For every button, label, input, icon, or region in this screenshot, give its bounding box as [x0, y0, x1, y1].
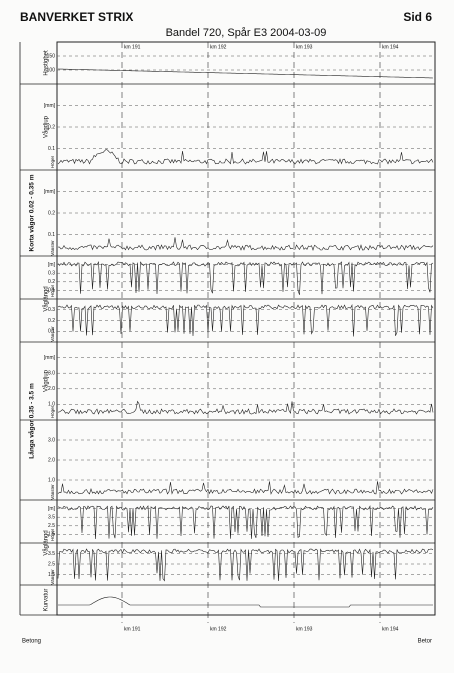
tick-label: 1.5 [48, 532, 55, 538]
tick-label: 0.3 [48, 307, 55, 313]
side-label: Höger [50, 284, 55, 297]
tick-label: 0.1 [48, 288, 55, 294]
side-label: Vänster [50, 484, 55, 500]
panel-label: Våglängd [43, 286, 50, 311]
tick-label: 3.0 [48, 437, 55, 443]
km-label-bottom: km 193 [296, 626, 313, 632]
side-label: Vänster [50, 569, 55, 585]
group-label: Långa vågor 0.35 - 3.5 m [28, 383, 36, 459]
tick-label: [mm] [44, 103, 56, 109]
group-label: Korta vågor 0.02 - 0.35 m [28, 174, 36, 251]
tick-label: 2.5 [48, 523, 55, 529]
tick-label: 0.1 [48, 232, 55, 238]
tick-label: 100 [47, 67, 56, 73]
tick-label: 0.2 [48, 210, 55, 216]
panel-label: Våglängd [43, 530, 50, 555]
tick-label: [mm] [44, 355, 56, 361]
panel-label: Hastighet [44, 50, 50, 76]
tick-label: 0.1 [48, 146, 55, 152]
tick-label: 1.0 [48, 402, 55, 408]
trace [57, 261, 434, 295]
footer-left: Betong [22, 639, 41, 645]
panel-label: Vågdjup [43, 369, 50, 392]
side-label: Vänster [50, 240, 55, 256]
km-label-bottom: km 191 [124, 626, 141, 632]
tick-label: 1.5 [48, 572, 55, 578]
tick-label: 0.3 [48, 271, 55, 277]
trace [58, 596, 433, 608]
tick-label: 1.0 [48, 477, 55, 483]
tick-label: 150 [47, 53, 56, 59]
tick-label: 3.0 [48, 371, 55, 377]
trace [57, 149, 434, 165]
km-label-bottom: km 194 [382, 626, 399, 632]
side-label: Höger [50, 155, 55, 168]
tick-label: 2.0 [48, 457, 55, 463]
km-label-top: km 194 [382, 44, 399, 50]
trace [58, 237, 434, 251]
panel-label: Vågdjup [43, 115, 50, 138]
trace [57, 400, 434, 415]
km-label-top: km 193 [296, 44, 313, 50]
tick-label: 2.0 [48, 386, 55, 392]
trace [57, 303, 434, 337]
side-label: Höger [50, 528, 55, 541]
tick-label: 0.2 [48, 279, 55, 285]
tick-label: 0.2 [48, 124, 55, 130]
chart-title: Bandel 720, Spår E3 2004-03-09 [166, 27, 327, 39]
tick-label: [m] [48, 506, 56, 512]
side-label: Vänster [50, 326, 55, 342]
footer-right: Betor [418, 639, 432, 645]
tick-label: 0.2 [48, 318, 55, 324]
tick-label: 3.5 [48, 515, 55, 521]
page-number: Sid 6 [403, 10, 432, 24]
trace [57, 481, 434, 495]
trace [57, 68, 434, 79]
trace [57, 548, 434, 582]
side-label: Höger [50, 405, 55, 418]
km-label-top: km 192 [210, 44, 227, 50]
panel-label: Kurvatur [44, 589, 50, 612]
report-title: BANVERKET STRIX [20, 10, 133, 24]
tick-label: 3.5 [48, 551, 55, 557]
tick-label: [m] [48, 262, 56, 268]
tick-label: 2.5 [48, 561, 55, 567]
tick-label: 0.1 [48, 329, 55, 335]
tick-label: [mm] [44, 189, 56, 195]
km-label-top: km 191 [124, 44, 141, 50]
trace [57, 505, 434, 540]
km-label-bottom: km 192 [210, 626, 227, 632]
